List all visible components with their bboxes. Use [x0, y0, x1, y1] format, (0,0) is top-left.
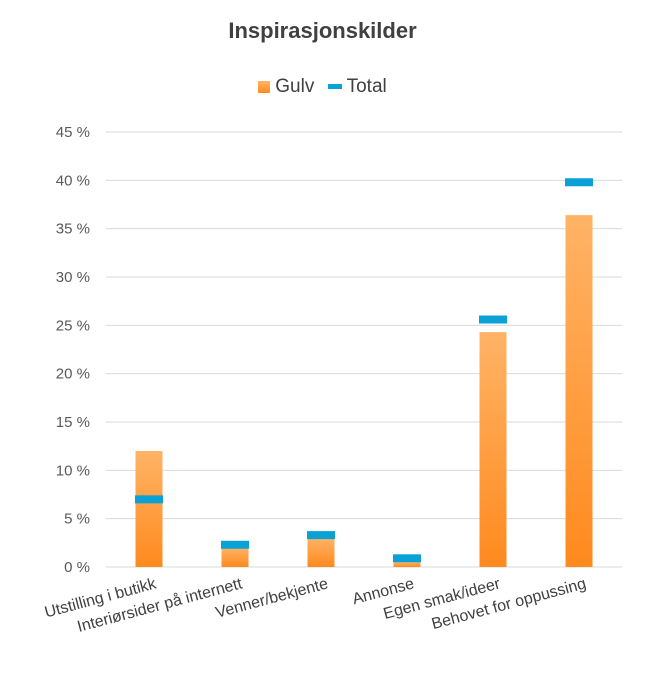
legend-label-gulv: Gulv [275, 76, 315, 97]
bar-gulv [565, 215, 593, 567]
gridlines [106, 131, 622, 568]
y-tick-label: 25 % [56, 317, 90, 334]
legend-label-total: Total [346, 76, 387, 97]
marker-total [221, 540, 249, 549]
y-tick-label: 0 % [64, 559, 90, 576]
bar-gulv [479, 332, 507, 567]
legend-item-gulv: Gulv [258, 76, 314, 98]
chart-title: Inspirasjonskilder [228, 18, 417, 43]
markers-total [135, 178, 593, 563]
legend: Gulv Total [0, 76, 645, 98]
y-tick-label: 20 % [56, 366, 90, 383]
legend-item-total: Total [327, 76, 387, 98]
bars-gulv [135, 215, 593, 567]
marker-total [393, 554, 421, 563]
marker-total [135, 495, 163, 504]
y-tick-label: 30 % [56, 269, 90, 286]
y-tick-label: 45 % [56, 124, 90, 141]
y-tick-label: 10 % [56, 462, 90, 479]
marker-total [307, 531, 335, 540]
y-tick-label: 40 % [56, 172, 90, 189]
bar-gulv [307, 538, 335, 567]
bar-gulv [221, 547, 249, 567]
marker-total [565, 178, 593, 187]
y-tick-label: 15 % [56, 414, 90, 431]
y-axis-ticks: 0 % 5 % 10 % 15 % 20 % 25 % 30 % 35 % 40 % 45 % [56, 124, 90, 576]
bar-gulv [393, 562, 421, 567]
bar-gulv [135, 451, 163, 567]
legend-swatch-total [327, 84, 342, 90]
y-tick-label: 5 % [64, 511, 90, 528]
legend-swatch-gulv [258, 80, 271, 93]
y-tick-label: 35 % [56, 221, 90, 238]
marker-total [479, 315, 507, 324]
